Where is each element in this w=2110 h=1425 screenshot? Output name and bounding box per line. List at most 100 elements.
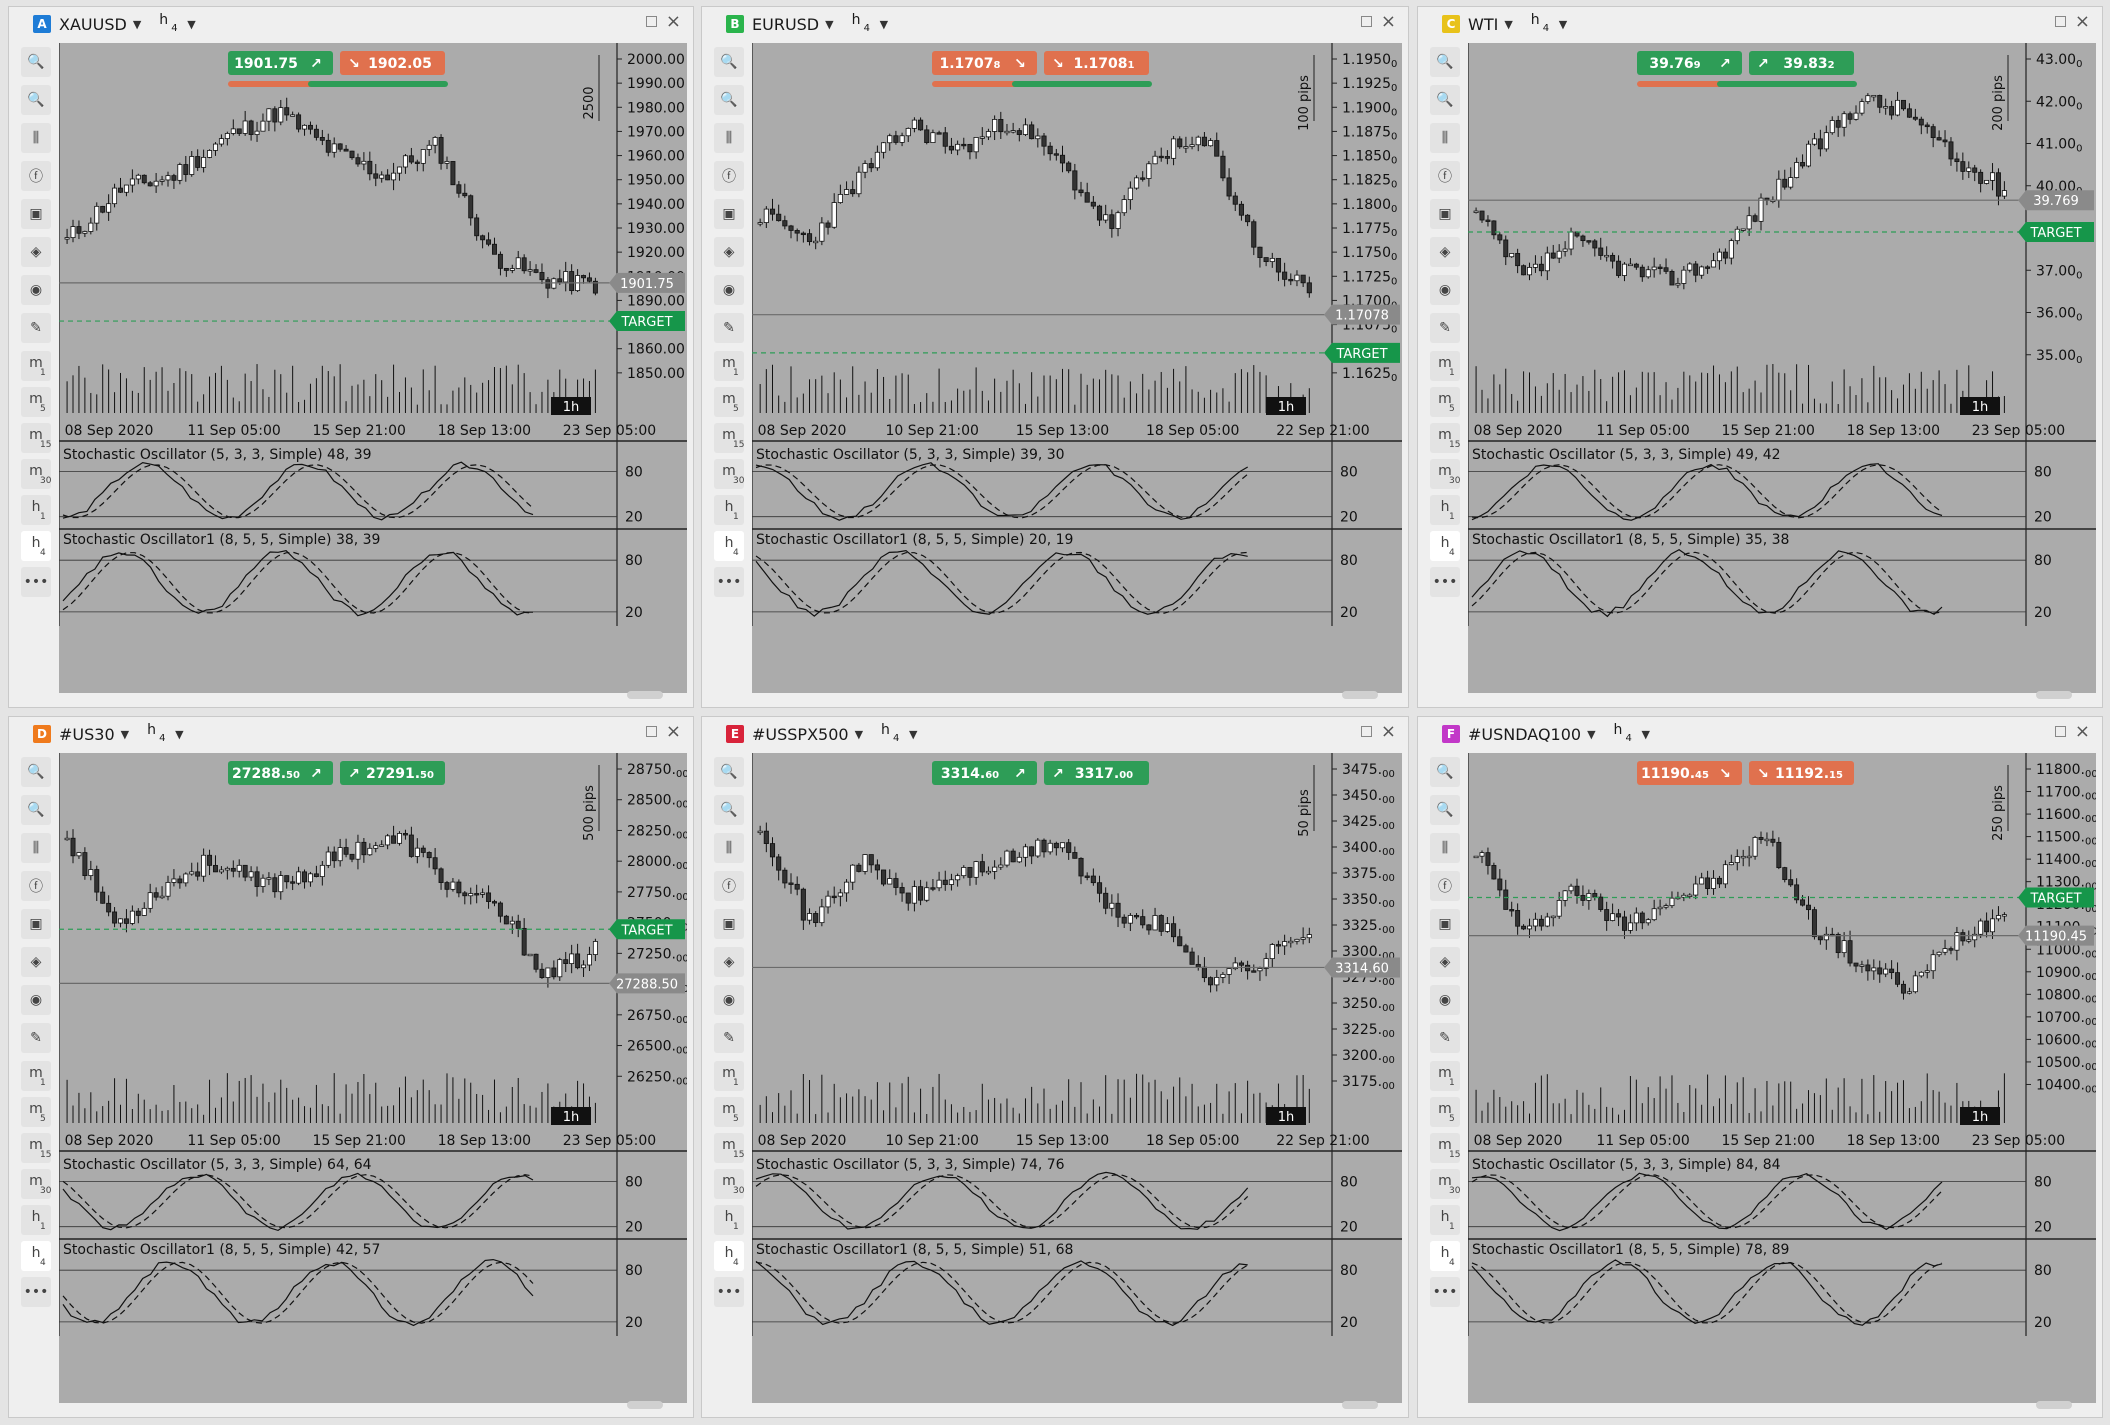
chevron-down-icon[interactable]: ▼ (187, 17, 196, 31)
more-button[interactable]: ••• (1430, 1277, 1460, 1307)
symbol-selector[interactable]: #USNDAQ100 (1468, 724, 1582, 744)
timeframe-m30-button[interactable]: m 30 (1430, 1169, 1460, 1199)
bot-icon[interactable]: ▣ (21, 909, 51, 939)
facebook-icon[interactable]: ⓕ (1430, 161, 1460, 191)
zoom-in-icon[interactable]: 🔍 (1430, 47, 1460, 77)
chart-area[interactable]: 08 Sep 2020 11 Sep 05:00 15 Sep 21:00 18 Se… (1468, 753, 2096, 1403)
eye-icon[interactable]: ◉ (21, 275, 51, 305)
timeframe-m15-button[interactable]: m 15 (21, 423, 51, 453)
symbol-selector[interactable]: #US30 (59, 724, 115, 744)
zoom-in-icon[interactable]: 🔍 (714, 47, 744, 77)
target-tag[interactable]: TARGET (609, 311, 685, 332)
popout-icon[interactable] (1361, 16, 1372, 27)
close-icon[interactable]: × (2074, 721, 2090, 742)
chart-area[interactable]: 08 Sep 2020 10 Sep 21:00 15 Sep 13:00 18 Se… (752, 43, 1402, 693)
symbol-selector[interactable]: XAUUSD (59, 14, 127, 34)
close-icon[interactable]: × (665, 11, 681, 32)
timeframe-m30-button[interactable]: m 30 (1430, 459, 1460, 489)
facebook-icon[interactable]: ⓕ (21, 871, 51, 901)
chart-area[interactable]: 08 Sep 2020 10 Sep 21:00 15 Sep 13:00 18 Se… (752, 753, 1402, 1403)
layers-icon[interactable]: ◈ (21, 947, 51, 977)
close-icon[interactable]: × (665, 721, 681, 742)
chevron-down-icon[interactable]: ▼ (854, 727, 864, 741)
layers-icon[interactable]: ◈ (21, 237, 51, 267)
facebook-icon[interactable]: ⓕ (714, 161, 744, 191)
horizontal-scrollbar[interactable] (1342, 1401, 1378, 1409)
ask-price-button[interactable]: 1902.05 ↘ (340, 51, 445, 75)
popout-icon[interactable] (2055, 726, 2066, 737)
chart-area[interactable]: 08 Sep 2020 11 Sep 05:00 15 Sep 21:00 18 Se… (59, 753, 687, 1403)
candlestick-icon[interactable]: ⫼ (21, 833, 51, 863)
bid-price-button[interactable]: 1.17078 ↘ (932, 51, 1037, 75)
edit-chart-icon[interactable]: ✎ (21, 313, 51, 343)
timeframe-m15-button[interactable]: m 15 (1430, 423, 1460, 453)
ask-price-button[interactable]: 39.832 ↗ (1749, 51, 1854, 75)
timeframe-m30-button[interactable]: m 30 (714, 459, 744, 489)
target-tag[interactable]: TARGET (609, 919, 685, 940)
layers-icon[interactable]: ◈ (1430, 947, 1460, 977)
target-tag[interactable]: TARGET (2018, 887, 2094, 908)
horizontal-scrollbar[interactable] (627, 1401, 663, 1409)
chevron-down-icon[interactable]: ▼ (1641, 727, 1651, 741)
timeframe-m15-button[interactable]: m 15 (714, 423, 744, 453)
ask-price-button[interactable]: 27291.50 ↗ (340, 761, 445, 785)
timeframe-m15-button[interactable]: m 15 (21, 1133, 51, 1163)
bid-price-button[interactable]: 11190.45 ↘ (1637, 761, 1742, 785)
horizontal-scrollbar[interactable] (1342, 691, 1378, 699)
symbol-selector[interactable]: EURUSD (752, 14, 820, 34)
eye-icon[interactable]: ◉ (714, 275, 744, 305)
timeframe-m30-button[interactable]: m 30 (21, 459, 51, 489)
chevron-down-icon[interactable]: ▼ (825, 17, 834, 31)
facebook-icon[interactable]: ⓕ (714, 871, 744, 901)
layers-icon[interactable]: ◈ (1430, 237, 1460, 267)
bid-price-button[interactable]: 39.769 ↗ (1637, 51, 1742, 75)
target-tag[interactable]: TARGET (1324, 342, 1400, 363)
chevron-down-icon[interactable]: ▼ (120, 727, 130, 741)
ask-price-button[interactable]: 11192.15 ↘ (1749, 761, 1854, 785)
eye-icon[interactable]: ◉ (1430, 985, 1460, 1015)
bid-price-button[interactable]: 3314.60 ↗ (932, 761, 1037, 785)
edit-chart-icon[interactable]: ✎ (714, 1023, 744, 1053)
chevron-down-icon[interactable]: ▼ (1504, 17, 1513, 31)
horizontal-scrollbar[interactable] (2036, 1401, 2072, 1409)
more-button[interactable]: ••• (21, 1277, 51, 1307)
eye-icon[interactable]: ◉ (21, 985, 51, 1015)
symbol-selector[interactable]: WTI (1468, 14, 1499, 34)
zoom-in-icon[interactable]: 🔍 (714, 757, 744, 787)
bot-icon[interactable]: ▣ (714, 909, 744, 939)
more-button[interactable]: ••• (714, 567, 744, 597)
more-button[interactable]: ••• (1430, 567, 1460, 597)
chevron-down-icon[interactable]: ▼ (132, 17, 142, 31)
chevron-down-icon[interactable]: ▼ (909, 727, 918, 741)
more-button[interactable]: ••• (21, 567, 51, 597)
edit-chart-icon[interactable]: ✎ (21, 1023, 51, 1053)
chart-area[interactable]: 08 Sep 2020 11 Sep 05:00 15 Sep 21:00 18 Se… (1468, 43, 2096, 693)
zoom-out-icon[interactable]: 🔍 (1430, 85, 1460, 115)
edit-chart-icon[interactable]: ✎ (714, 313, 744, 343)
candlestick-icon[interactable]: ⫼ (714, 123, 744, 153)
edit-chart-icon[interactable]: ✎ (1430, 313, 1460, 343)
candlestick-icon[interactable]: ⫼ (1430, 833, 1460, 863)
chevron-down-icon[interactable]: ▼ (175, 727, 184, 741)
facebook-icon[interactable]: ⓕ (21, 161, 51, 191)
edit-chart-icon[interactable]: ✎ (1430, 1023, 1460, 1053)
zoom-out-icon[interactable]: 🔍 (714, 795, 744, 825)
target-tag[interactable]: TARGET (2018, 222, 2094, 242)
